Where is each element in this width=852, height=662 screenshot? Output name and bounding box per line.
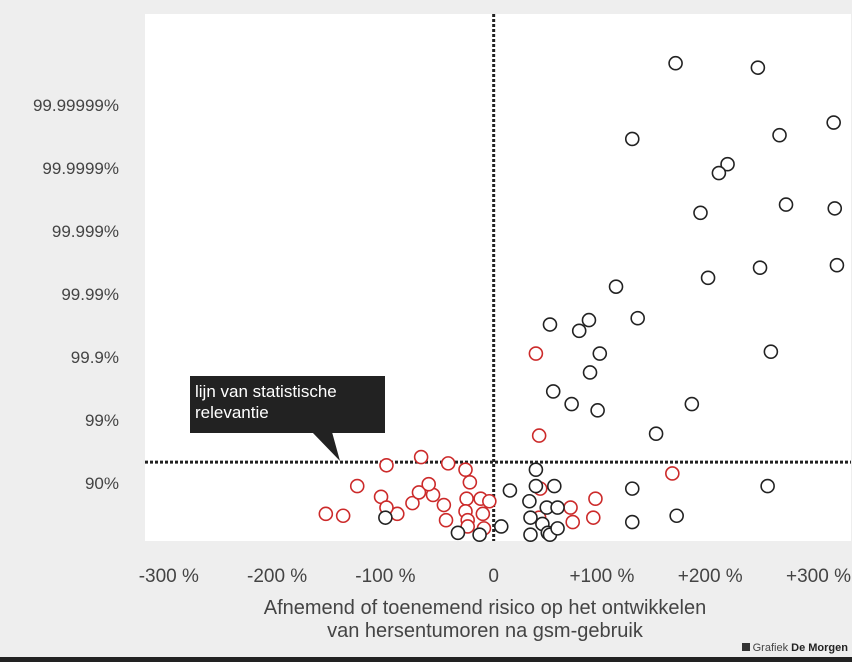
data-point-significant-7 [693,205,708,221]
data-point-significant-28 [450,525,466,541]
data-point-significant-12 [752,260,768,276]
data-point-not-significant-16 [459,491,474,507]
source-prefix: Grafiek [752,642,789,654]
data-point-significant-9 [827,201,843,216]
data-point-significant-2 [624,131,640,147]
data-point-significant-8 [778,197,794,212]
data-point-significant-15 [581,312,597,328]
bottom-rule [0,657,852,662]
data-point-significant-11 [700,270,716,286]
data-point-not-significant-11 [421,476,436,492]
data-point-significant-4 [826,115,841,130]
data-point-not-significant-3 [379,457,394,473]
data-point-not-significant-8 [413,449,429,465]
data-point-significant-14 [542,317,558,332]
x-tick-label-1: -200 % [246,566,308,587]
data-point-not-significant-32 [585,510,601,525]
callout-line-2: relevantie [195,403,269,422]
data-point-not-significant-31 [588,491,603,507]
data-point-significant-25 [763,344,779,359]
significance-line-callout: lijn van statistische relevantie [190,376,385,433]
source-brand: De Morgen [791,642,848,654]
y-tick-label-2: 99.9% [70,347,119,367]
data-point-not-significant-15 [458,462,473,477]
y-tick-label-4: 99.999% [51,221,119,241]
callout-line-1: lijn van statistische [195,382,337,401]
data-point-significant-44 [624,481,640,496]
data-point-significant-10 [608,279,624,294]
x-tick-label-2: -100 % [355,566,416,587]
square-icon [741,643,750,651]
data-point-not-significant-22 [475,506,491,522]
source-credit: Grafiek De Morgen [741,642,848,654]
data-point-significant-36 [528,478,544,494]
data-point-significant-29 [472,527,487,542]
data-point-not-significant-24 [482,493,497,509]
data-point-significant-13 [829,257,845,273]
plot-area [145,14,851,541]
data-point-significant-43 [550,521,565,536]
data-point-not-significant-13 [436,497,452,513]
y-tick-label-6: 99.99999% [32,95,119,115]
data-point-not-significant-19 [462,475,478,490]
x-tick-label-4: +100 % [569,566,635,587]
data-point-not-significant-27 [531,428,547,443]
data-point-significant-27 [378,510,393,525]
data-point-significant-5 [720,156,735,172]
data-point-significant-17 [630,310,645,326]
data-point-not-significant-7 [405,495,420,511]
data-point-significant-16 [571,323,587,339]
x-tick-label-0: -300 % [138,566,199,587]
y-tick-label-1: 99% [84,411,119,431]
data-point-significant-45 [624,514,640,530]
data-point-significant-33 [523,510,538,525]
data-point-significant-34 [523,527,538,542]
data-point-not-significant-30 [565,514,581,530]
x-tick-label-6: +300 % [786,566,851,587]
data-point-significant-23 [684,396,700,412]
data-point-significant-1 [750,60,766,75]
data-point-significant-26 [760,478,775,494]
data-point-significant-46 [669,508,684,524]
x-axis-label: Afnemend of toenemend risico op het ontw… [180,597,790,643]
data-point-not-significant-33 [665,466,680,481]
data-point-significant-41 [547,478,562,494]
y-tick-label-0: 90% [84,474,119,494]
data-point-significant-30 [493,519,509,534]
data-point-significant-32 [522,493,537,509]
data-point-not-significant-29 [563,500,578,515]
data-point-not-significant-1 [335,508,351,524]
x-tick-label-3: 0 [488,566,499,587]
data-point-significant-18 [592,346,608,361]
y-tick-label-3: 99.99% [61,284,119,304]
y-tick-label-5: 99.9999% [42,158,119,178]
data-point-not-significant-25 [528,346,544,361]
data-point-significant-22 [590,403,605,418]
data-point-not-significant-9 [411,485,427,500]
x-axis-label-line-1: Afnemend of toenemend risico op het ontw… [263,597,707,619]
data-point-significant-6 [711,165,727,181]
data-point-not-significant-12 [440,456,456,471]
data-point-significant-31 [502,483,518,498]
data-point-not-significant-14 [438,512,454,528]
data-point-significant-24 [648,426,664,442]
data-point-significant-35 [528,462,544,477]
data-point-significant-42 [550,500,565,515]
data-point-significant-3 [772,127,787,143]
x-axis-label-line-2: van hersentumoren na gsm-gebruik [327,620,643,642]
x-tick-label-5: +200 % [677,566,743,587]
data-point-significant-21 [564,396,579,412]
data-point-significant-0 [668,55,683,71]
data-point-significant-20 [545,384,561,399]
data-point-significant-19 [582,365,598,380]
data-point-not-significant-0 [318,506,334,522]
data-point-not-significant-2 [349,478,365,494]
